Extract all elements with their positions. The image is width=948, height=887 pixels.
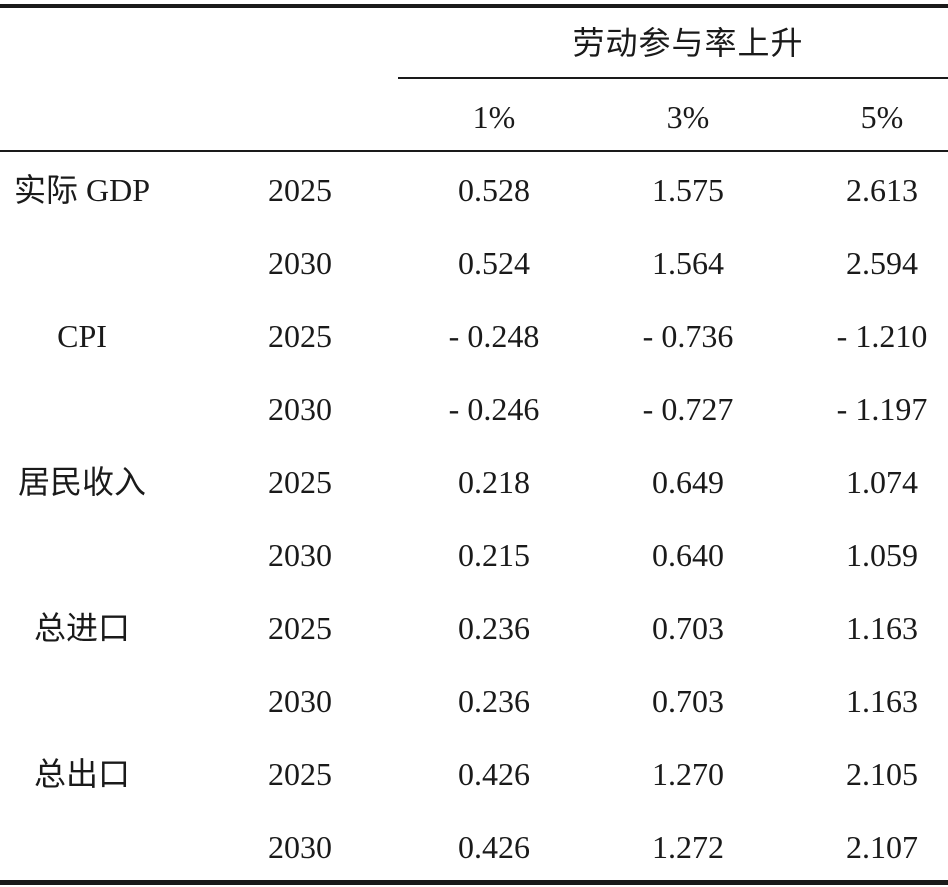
- row-year: 2025: [268, 172, 332, 208]
- row-indicator: 总出口: [33, 756, 131, 792]
- cell-3pct: 0.640: [652, 537, 724, 573]
- cell-3pct: 1.575: [652, 172, 724, 208]
- cell-5pct: - 1.197: [836, 391, 928, 427]
- row-year: 2025: [268, 756, 332, 792]
- header-rule: [0, 150, 948, 152]
- cell-3pct: - 0.727: [642, 391, 734, 427]
- cell-1pct: 0.236: [458, 683, 530, 719]
- cell-1pct: 0.236: [458, 610, 530, 646]
- row-year: 2030: [268, 245, 332, 281]
- row-year: 2025: [268, 464, 332, 500]
- row-year: 2030: [268, 537, 332, 573]
- column-group-header: 劳动参与率上升: [572, 25, 804, 61]
- cell-1pct: 0.528: [458, 172, 530, 208]
- row-year: 2025: [268, 318, 332, 354]
- cell-5pct: 2.105: [846, 756, 918, 792]
- cell-3pct: 1.272: [652, 829, 724, 865]
- cell-1pct: 0.218: [458, 464, 530, 500]
- row-indicator: CPI: [57, 318, 107, 354]
- row-indicator: 实际 GDP: [13, 172, 151, 208]
- row-year: 2030: [268, 683, 332, 719]
- cell-3pct: 0.649: [652, 464, 724, 500]
- cell-1pct: 0.215: [458, 537, 530, 573]
- cell-5pct: 2.107: [846, 829, 918, 865]
- cell-3pct: 0.703: [652, 683, 724, 719]
- cell-5pct: 1.059: [846, 537, 918, 573]
- cell-5pct: - 1.210: [836, 318, 928, 354]
- bottom-rule: [0, 880, 948, 885]
- cell-3pct: 1.270: [652, 756, 724, 792]
- column-header-5pct: 5%: [860, 99, 904, 135]
- cell-5pct: 2.594: [846, 245, 918, 281]
- column-header-3pct: 3%: [666, 99, 710, 135]
- cell-5pct: 1.074: [846, 464, 918, 500]
- row-year: 2030: [268, 829, 332, 865]
- cell-3pct: - 0.736: [642, 318, 734, 354]
- cell-5pct: 1.163: [846, 610, 918, 646]
- cell-5pct: 2.613: [846, 172, 918, 208]
- cell-3pct: 0.703: [652, 610, 724, 646]
- row-indicator: 居民收入: [17, 464, 147, 500]
- cell-1pct: 0.426: [458, 756, 530, 792]
- top-rule: [0, 4, 948, 8]
- cell-1pct: 0.524: [458, 245, 530, 281]
- cell-1pct: - 0.246: [448, 391, 540, 427]
- cell-5pct: 1.163: [846, 683, 918, 719]
- cell-1pct: - 0.248: [448, 318, 540, 354]
- row-indicator: 总进口: [33, 610, 131, 646]
- row-year: 2030: [268, 391, 332, 427]
- cell-3pct: 1.564: [652, 245, 724, 281]
- cell-1pct: 0.426: [458, 829, 530, 865]
- column-header-1pct: 1%: [472, 99, 516, 135]
- row-year: 2025: [268, 610, 332, 646]
- column-group-rule: [398, 77, 948, 79]
